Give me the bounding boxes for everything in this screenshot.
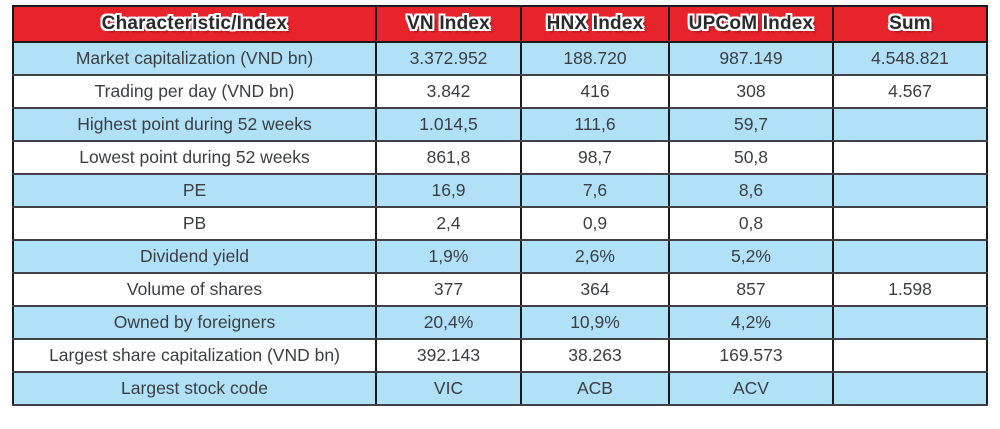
data-cell xyxy=(832,206,988,241)
data-cell: 0,8 xyxy=(668,206,834,241)
data-cell: ACB xyxy=(520,371,670,406)
row-label: Owned by foreigners xyxy=(12,305,377,340)
header-row: Characteristic/Index VN Index HNX Index … xyxy=(12,5,988,43)
data-cell: 10,9% xyxy=(520,305,670,340)
data-cell: 0,9 xyxy=(520,206,670,241)
data-cell: ACV xyxy=(668,371,834,406)
table-row-largest-share-capitalization: Largest share capitalization (VND bn) 39… xyxy=(12,338,988,373)
table-row-highest-point: Highest point during 52 weeks 1.014,5 11… xyxy=(12,107,988,142)
header-cell-hnx-index: HNX Index xyxy=(520,5,670,43)
row-label: Trading per day (VND bn) xyxy=(12,74,377,109)
data-cell: 59,7 xyxy=(668,107,834,142)
table-row-market-capitalization: Market capitalization (VND bn) 3.372.952… xyxy=(12,41,988,76)
header-cell-vn-index: VN Index xyxy=(375,5,522,43)
row-label: Volume of shares xyxy=(12,272,377,307)
data-cell: 308 xyxy=(668,74,834,109)
data-cell: 3.372.952 xyxy=(375,41,522,76)
data-cell: 416 xyxy=(520,74,670,109)
table-row-pe: PE 16,9 7,6 8,6 xyxy=(12,173,988,208)
data-cell: 38.263 xyxy=(520,338,670,373)
data-cell: 392.143 xyxy=(375,338,522,373)
row-label: Largest share capitalization (VND bn) xyxy=(12,338,377,373)
table-row-dividend-yield: Dividend yield 1,9% 2,6% 5,2% xyxy=(12,239,988,274)
row-label: Market capitalization (VND bn) xyxy=(12,41,377,76)
data-cell xyxy=(832,140,988,175)
data-cell: 1.014,5 xyxy=(375,107,522,142)
row-label: Lowest point during 52 weeks xyxy=(12,140,377,175)
data-cell: 7,6 xyxy=(520,173,670,208)
table-row-volume-of-shares: Volume of shares 377 364 857 1.598 xyxy=(12,272,988,307)
data-cell: 50,8 xyxy=(668,140,834,175)
data-cell: 4.548.821 xyxy=(832,41,988,76)
data-cell xyxy=(832,338,988,373)
data-cell xyxy=(832,107,988,142)
table-row-lowest-point: Lowest point during 52 weeks 861,8 98,7 … xyxy=(12,140,988,175)
data-cell: 169.573 xyxy=(668,338,834,373)
table-row-pb: PB 2,4 0,9 0,8 xyxy=(12,206,988,241)
data-cell: 20,4% xyxy=(375,305,522,340)
header-cell-characteristic: Characteristic/Index xyxy=(12,5,377,43)
header-cell-sum: Sum xyxy=(832,5,988,43)
data-cell: 857 xyxy=(668,272,834,307)
data-cell: 1.598 xyxy=(832,272,988,307)
table-row-largest-stock-code: Largest stock code VIC ACB ACV xyxy=(12,371,988,406)
data-cell: 2,6% xyxy=(520,239,670,274)
row-label: PB xyxy=(12,206,377,241)
data-cell: 364 xyxy=(520,272,670,307)
data-cell: 4.567 xyxy=(832,74,988,109)
row-label: Largest stock code xyxy=(12,371,377,406)
data-cell: 377 xyxy=(375,272,522,307)
row-label: Highest point during 52 weeks xyxy=(12,107,377,142)
data-cell: 2,4 xyxy=(375,206,522,241)
data-cell: 188.720 xyxy=(520,41,670,76)
table-row-owned-by-foreigners: Owned by foreigners 20,4% 10,9% 4,2% xyxy=(12,305,988,340)
data-cell xyxy=(832,371,988,406)
data-cell: 3.842 xyxy=(375,74,522,109)
data-cell: 1,9% xyxy=(375,239,522,274)
header-cell-upcom-index: UPCoM Index xyxy=(668,5,834,43)
data-cell xyxy=(832,305,988,340)
data-cell: 987.149 xyxy=(668,41,834,76)
data-cell: 98,7 xyxy=(520,140,670,175)
data-cell: 4,2% xyxy=(668,305,834,340)
data-cell xyxy=(832,173,988,208)
data-cell: 111,6 xyxy=(520,107,670,142)
data-cell: 16,9 xyxy=(375,173,522,208)
market-indices-table: Characteristic/Index VN Index HNX Index … xyxy=(12,5,988,406)
data-cell: 861,8 xyxy=(375,140,522,175)
row-label: Dividend yield xyxy=(12,239,377,274)
table-row-trading-per-day: Trading per day (VND bn) 3.842 416 308 4… xyxy=(12,74,988,109)
data-cell: 8,6 xyxy=(668,173,834,208)
row-label: PE xyxy=(12,173,377,208)
data-cell: 5,2% xyxy=(668,239,834,274)
data-cell xyxy=(832,239,988,274)
data-cell: VIC xyxy=(375,371,522,406)
